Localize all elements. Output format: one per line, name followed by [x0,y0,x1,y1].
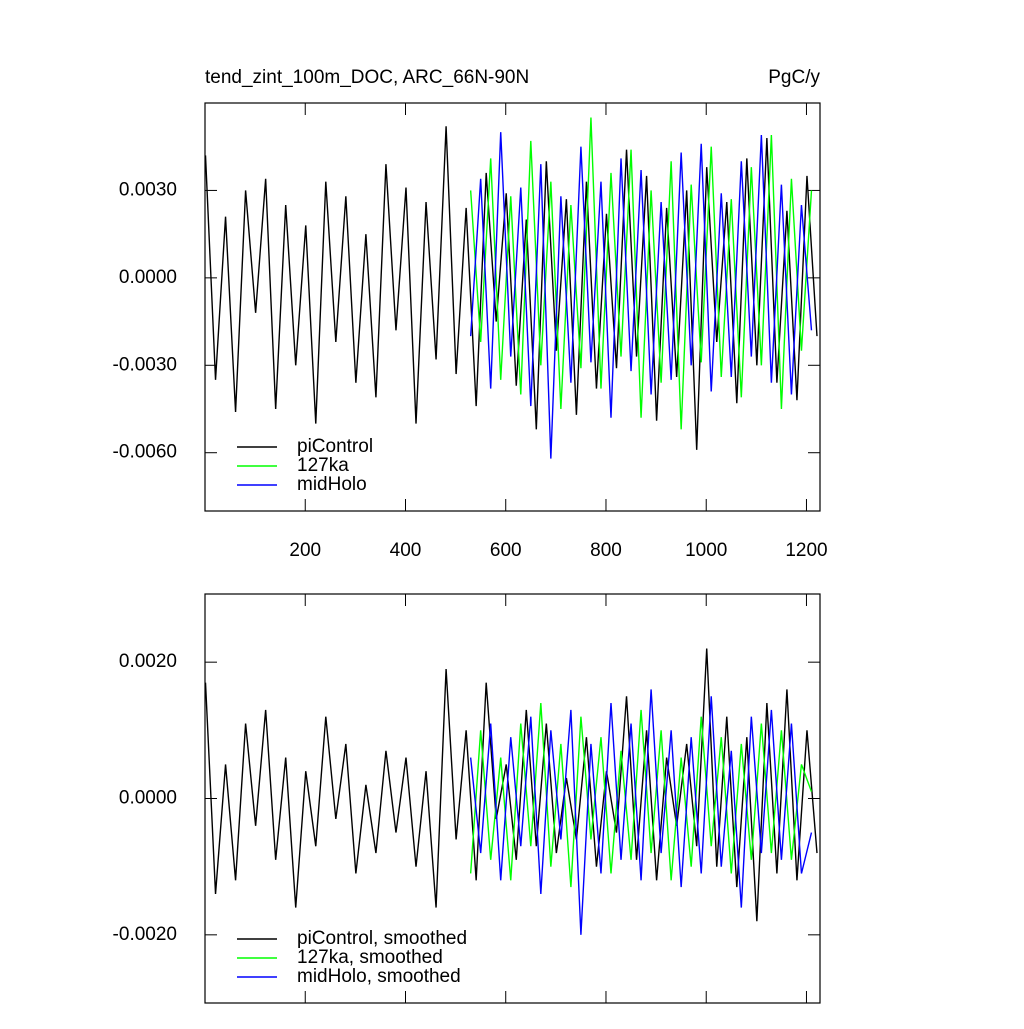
x-tick-label: 800 [590,540,622,561]
units-label: PgC/y [768,67,820,88]
legend-label: midHolo [297,474,367,495]
series-line [204,126,818,450]
y-tick-label: -0.0060 [113,442,177,463]
x-tick-label: 1200 [785,540,827,561]
plot-frame [204,593,821,1004]
legend-label: piControl [297,436,373,457]
y-tick-label: 0.0000 [119,267,177,288]
y-tick-label: -0.0020 [113,924,177,945]
y-tick-label: -0.0030 [113,354,177,375]
legend-label: 127ka, smoothed [297,947,443,968]
x-tick-label: 1000 [685,540,727,561]
legend-label: midHolo, smoothed [297,966,461,987]
y-tick-label: 0.0000 [119,788,177,809]
chart-title: tend_zint_100m_DOC, ARC_66N-90N [205,67,529,88]
series-line [469,117,813,430]
series-line [469,703,813,888]
series-line [469,689,813,935]
series-line [469,132,813,459]
x-tick-label: 600 [490,540,522,561]
plot-frame [204,102,821,512]
x-tick-label: 200 [289,540,321,561]
x-tick-label: 400 [390,540,422,561]
y-tick-label: 0.0020 [119,651,177,672]
y-tick-label: 0.0030 [119,179,177,200]
legend-label: 127ka [297,455,349,476]
series-line [204,648,818,922]
legend-label: piControl, smoothed [297,928,467,949]
